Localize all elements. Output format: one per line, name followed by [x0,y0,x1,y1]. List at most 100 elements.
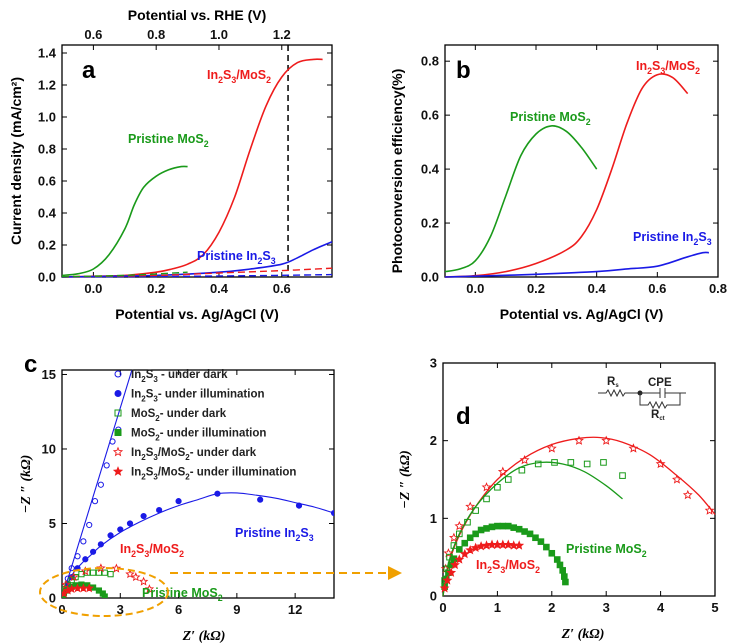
data-point [109,438,116,445]
data-point [537,538,545,545]
formula-part: - under dark [190,447,257,459]
data-point [519,454,530,465]
data-point [156,506,163,514]
subscript: 3 [153,453,158,462]
data-point [89,548,97,555]
subscript: 2 [535,565,540,575]
data-point [600,459,607,466]
x-tick-label: 0.0 [84,281,102,296]
data-point [465,501,476,511]
panel-label-a: a [82,57,96,84]
plot-frame [442,362,716,597]
x-axis-label: Z′ (kΩ) [561,627,605,642]
subscript: 2 [218,75,223,85]
data-point [481,482,492,492]
legend-marker [112,446,124,457]
fit-line [62,370,133,598]
data-point [559,567,566,574]
y-axis-label: Photoconversion efficiency(%) [389,69,405,274]
data-point [466,534,474,542]
data-point [74,553,81,560]
data-point [62,579,71,589]
subscript: 2 [185,453,190,462]
data-point [439,582,450,593]
data-point [504,522,512,530]
legend-label: In2S3- under illumination [131,389,265,404]
annotation-in2s3-mos2: In2S3/MoS2 [207,68,271,85]
formula-part: MoS [131,428,156,440]
y-tick-label: 2 [430,433,437,448]
formula-part: In [207,68,218,82]
data-point [628,443,639,453]
data-point [126,520,134,527]
data-point [497,466,508,476]
data-point [464,518,471,526]
y-tick-label: 0.6 [38,174,56,189]
y-tick-label: 0.8 [38,142,56,157]
series-line [61,58,323,278]
formula-part: S [223,68,231,82]
resistor-rs [598,388,640,398]
annotation-in2s3-mos2: In2S3/MoS2 [120,542,184,559]
equivalent-circuit: Rs CPE Rct [598,376,686,422]
series-line [444,125,598,273]
y-tick-label: 0.6 [421,108,439,123]
x-tick-label: 3 [117,602,124,617]
panel-label-d: d [456,403,471,430]
subscript: 2 [141,375,146,384]
y-tick-label: 0.4 [421,162,440,177]
subscript: 2 [695,66,700,76]
series-line [61,165,188,277]
data-point [140,512,147,520]
data-point [214,490,221,497]
formula-part: S [146,447,154,459]
formula-part: /MoS [665,59,695,73]
formula-part: /MoS [158,467,186,479]
data-point [481,540,492,550]
data-point [97,481,104,488]
subscript: 2 [141,473,146,482]
data-point [499,522,507,530]
data-point [446,567,457,577]
formula-part: Pristine In [633,230,693,244]
data-point [103,462,110,469]
formula-part: /MoS [505,558,535,572]
subscript: 2 [179,549,184,559]
subscript: s [615,383,619,389]
formula-part: S [146,467,154,479]
formula-part: S [262,249,270,263]
data-point [682,489,693,500]
data-point [532,534,539,542]
x2-axis-label: Potential vs. RHE (V) [128,7,266,23]
subscript: 2 [266,75,271,85]
data-point [257,496,264,503]
data-point [546,443,557,453]
formula-part: /MoS [158,447,186,459]
y-tick-label: 0 [430,589,437,604]
cpe-element [640,388,680,398]
subscript: 2 [141,395,146,404]
data-point [534,460,542,468]
formula-part: S [136,542,144,556]
data-point [583,460,591,468]
x-tick-label: 0.6 [273,281,291,296]
data-point [619,472,626,479]
zoom-region-ellipse [39,567,169,617]
subscript: 2 [642,549,647,559]
series-line [444,73,689,278]
formula-part: In [131,369,141,381]
data-point [477,526,485,534]
data-point [521,528,528,535]
x-tick-label: 0.8 [709,281,727,296]
label-cpe: CPE [648,377,672,389]
data-point [503,539,514,549]
subscript: 3 [660,66,665,76]
data-point [86,521,93,529]
subscript: 3 [271,256,276,266]
panel-label-c: c [24,351,37,378]
data-point [111,563,122,573]
y-tick-label: 1 [430,511,437,526]
zoom-arrow-group [39,566,402,617]
data-point [450,559,460,570]
data-point [456,546,463,553]
